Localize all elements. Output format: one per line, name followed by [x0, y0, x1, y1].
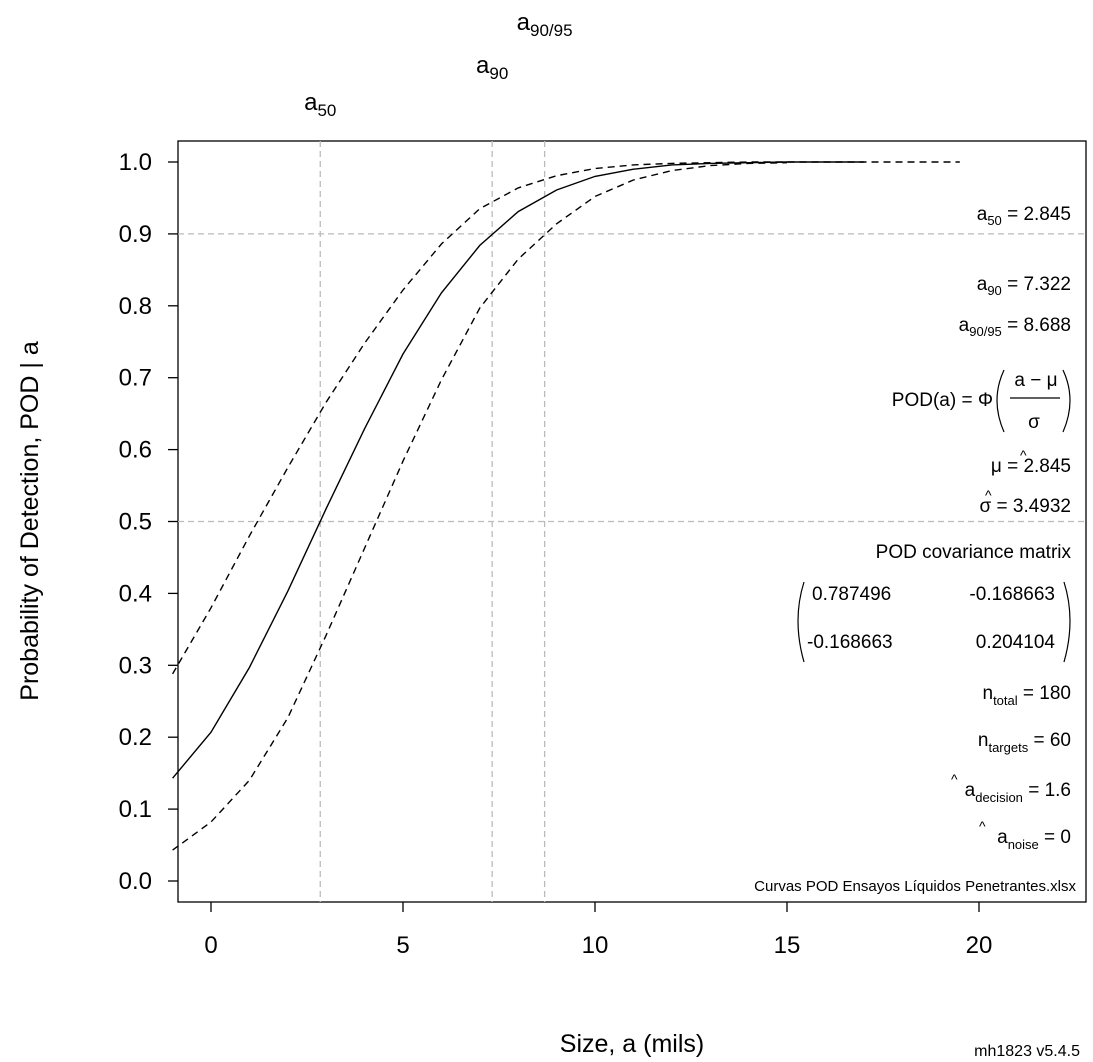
- y-tick-label: 0.6: [119, 437, 152, 464]
- y-tick-label: 0.1: [119, 796, 152, 823]
- x-tick-label: 0: [204, 932, 217, 959]
- y-tick-label: 0.5: [119, 509, 152, 536]
- reference-label: a90: [476, 52, 508, 83]
- covariance-title: POD covariance matrix: [876, 542, 1072, 563]
- sigma-hat-caret: ^: [985, 487, 992, 503]
- y-axis-title: Probability of Detection, POD | a: [16, 341, 44, 701]
- cov-r1c1: 0.787496: [812, 584, 891, 605]
- a90-annotation: a90 = 7.322: [977, 274, 1071, 298]
- y-tick-label: 0.7: [119, 365, 152, 392]
- y-tick-label: 0.3: [119, 652, 152, 679]
- version-label: mh1823 v5.4.5: [974, 1043, 1080, 1060]
- source-filename: Curvas POD Ensayos Líquidos Penetrantes.…: [754, 878, 1076, 895]
- a9095-annotation: a90/95 = 8.688: [959, 315, 1071, 339]
- confidence-bound-curve: [171, 161, 960, 675]
- n-targets-annotation: ntargets = 60: [978, 730, 1071, 755]
- a-decision-caret: ^: [951, 771, 958, 787]
- formula-denominator: σ: [1028, 412, 1040, 433]
- y-tick-label: 1.0: [119, 149, 152, 176]
- reference-label: a50: [304, 89, 336, 120]
- n-total-annotation: ntotal = 180: [982, 683, 1071, 708]
- statistics-annotations: a50 = 2.845 a90 = 7.322 a90/95 = 8.688 P…: [754, 204, 1076, 895]
- y-tick-label: 0.2: [119, 724, 152, 751]
- a-decision-annotation: adecision = 1.6: [965, 780, 1071, 805]
- x-tick-label: 5: [396, 932, 409, 959]
- top-reference-labels: a50 a90 a90/95: [304, 9, 572, 120]
- reference-label: a90/95: [517, 9, 573, 40]
- pod-curve: [172, 161, 864, 779]
- mu-hat-caret: ^: [1020, 447, 1027, 463]
- a-noise-annotation: anoise = 0: [997, 827, 1071, 852]
- formula-numerator: a − μ: [1014, 370, 1057, 391]
- y-tick-label: 0.4: [119, 580, 152, 607]
- x-tick-label: 20: [966, 932, 993, 959]
- pod-formula: POD(a) = Φ a − μ σ: [892, 369, 1071, 433]
- confidence-bound-curve: [172, 162, 788, 851]
- x-tick-label: 15: [774, 932, 801, 959]
- y-tick-label: 0.9: [119, 221, 152, 248]
- x-axis-title: Size, a (mils): [560, 1030, 704, 1058]
- y-tick-label: 0.0: [119, 868, 152, 895]
- cov-r2c1: -0.168663: [807, 632, 893, 653]
- y-tick-label: 0.8: [119, 293, 152, 320]
- covariance-matrix: 0.787496 -0.168663 -0.168663 0.204104: [797, 581, 1071, 663]
- sigma-hat-annotation: σ = 3.4932: [979, 496, 1071, 517]
- a-noise-caret: ^: [979, 818, 986, 834]
- reference-lines: [178, 141, 1086, 902]
- cov-r1c2: -0.168663: [969, 584, 1055, 605]
- mu-hat-annotation: μ = 2.845: [991, 456, 1071, 477]
- formula-lhs: POD(a) = Φ: [892, 390, 993, 411]
- x-tick-label: 10: [582, 932, 609, 959]
- curves: [171, 161, 960, 851]
- axes: 0 5 10 15 20 0.0 0.1 0.2 0.3 0.4 0.5 0.6 0.7 0.8 0.9 1.…: [119, 149, 993, 959]
- cov-r2c2: 0.204104: [976, 632, 1056, 653]
- a50-annotation: a50 = 2.845: [977, 204, 1071, 228]
